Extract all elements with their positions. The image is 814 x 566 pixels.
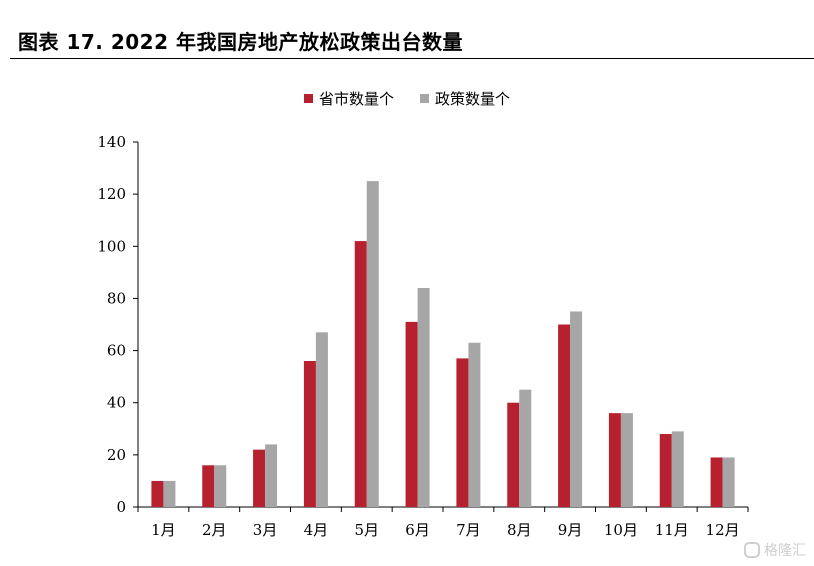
x-tick-label: 10月	[604, 521, 638, 539]
bar-series-1	[608, 413, 621, 507]
chart-bars	[151, 181, 735, 508]
bar-series-1	[303, 361, 316, 507]
y-tick-label: 0	[116, 498, 126, 516]
y-tick-label: 40	[107, 394, 126, 412]
x-tick-label: 3月	[253, 521, 278, 539]
bar-series-2	[366, 181, 379, 507]
y-tick-label: 20	[107, 446, 126, 464]
y-tick-label: 80	[107, 289, 126, 307]
bar-series-1	[354, 241, 367, 508]
bar-series-2	[519, 389, 532, 507]
bar-series-2	[671, 431, 684, 507]
bar-series-1	[507, 402, 520, 507]
watermark-text: 格隆汇	[764, 543, 806, 559]
legend-swatch-series-2	[420, 94, 429, 103]
x-tick-label: 9月	[558, 521, 583, 539]
bar-series-1	[253, 449, 266, 507]
x-tick-label: 8月	[507, 521, 532, 539]
x-tick-label: 5月	[354, 521, 379, 539]
watermark-logo-icon	[744, 542, 760, 558]
bar-series-1	[710, 457, 723, 507]
legend-item-series-2: 政策数量个	[420, 88, 510, 109]
x-tick-label: 4月	[304, 521, 329, 539]
bar-series-2	[722, 457, 735, 507]
bar-series-1	[202, 465, 215, 507]
chart-legend: 省市数量个 政策数量个	[0, 88, 814, 109]
bar-series-2	[315, 332, 328, 507]
legend-label-series-1: 省市数量个	[318, 90, 394, 108]
bar-series-2	[620, 413, 633, 507]
bar-series-2	[163, 480, 176, 507]
y-tick-label: 60	[107, 342, 126, 360]
bar-series-2	[417, 288, 430, 507]
x-tick-label: 1月	[151, 521, 176, 539]
bar-series-1	[456, 358, 469, 507]
watermark: 格隆汇	[744, 540, 806, 560]
y-tick-label: 100	[97, 237, 126, 255]
x-tick-label: 12月	[706, 521, 740, 539]
x-tick-label: 7月	[456, 521, 481, 539]
bar-series-1	[405, 321, 418, 507]
y-tick-label: 140	[97, 133, 126, 151]
bar-series-1	[659, 434, 672, 507]
legend-label-series-2: 政策数量个	[435, 90, 511, 108]
x-tick-label: 2月	[202, 521, 227, 539]
y-tick-label: 120	[97, 185, 126, 203]
x-tick-label: 6月	[405, 521, 430, 539]
chart-title: 图表 17. 2022 年我国房地产放松政策出台数量	[18, 30, 463, 54]
bar-series-1	[558, 324, 571, 507]
bar-series-2	[214, 465, 227, 507]
title-divider	[10, 58, 814, 59]
legend-item-series-1: 省市数量个	[303, 88, 394, 109]
legend-swatch-series-1	[303, 94, 313, 103]
chart-axes: 0 20 40 60 80 100 120 140 1月 2月 3月 4月 5月 6月 7月 8月 9月 10月 1…	[97, 133, 749, 539]
bar-series-2	[468, 342, 481, 507]
bar-series-2	[265, 444, 278, 507]
x-tick-label: 11月	[655, 521, 689, 539]
bar-series-1	[151, 480, 164, 507]
bar-series-2	[570, 311, 583, 507]
